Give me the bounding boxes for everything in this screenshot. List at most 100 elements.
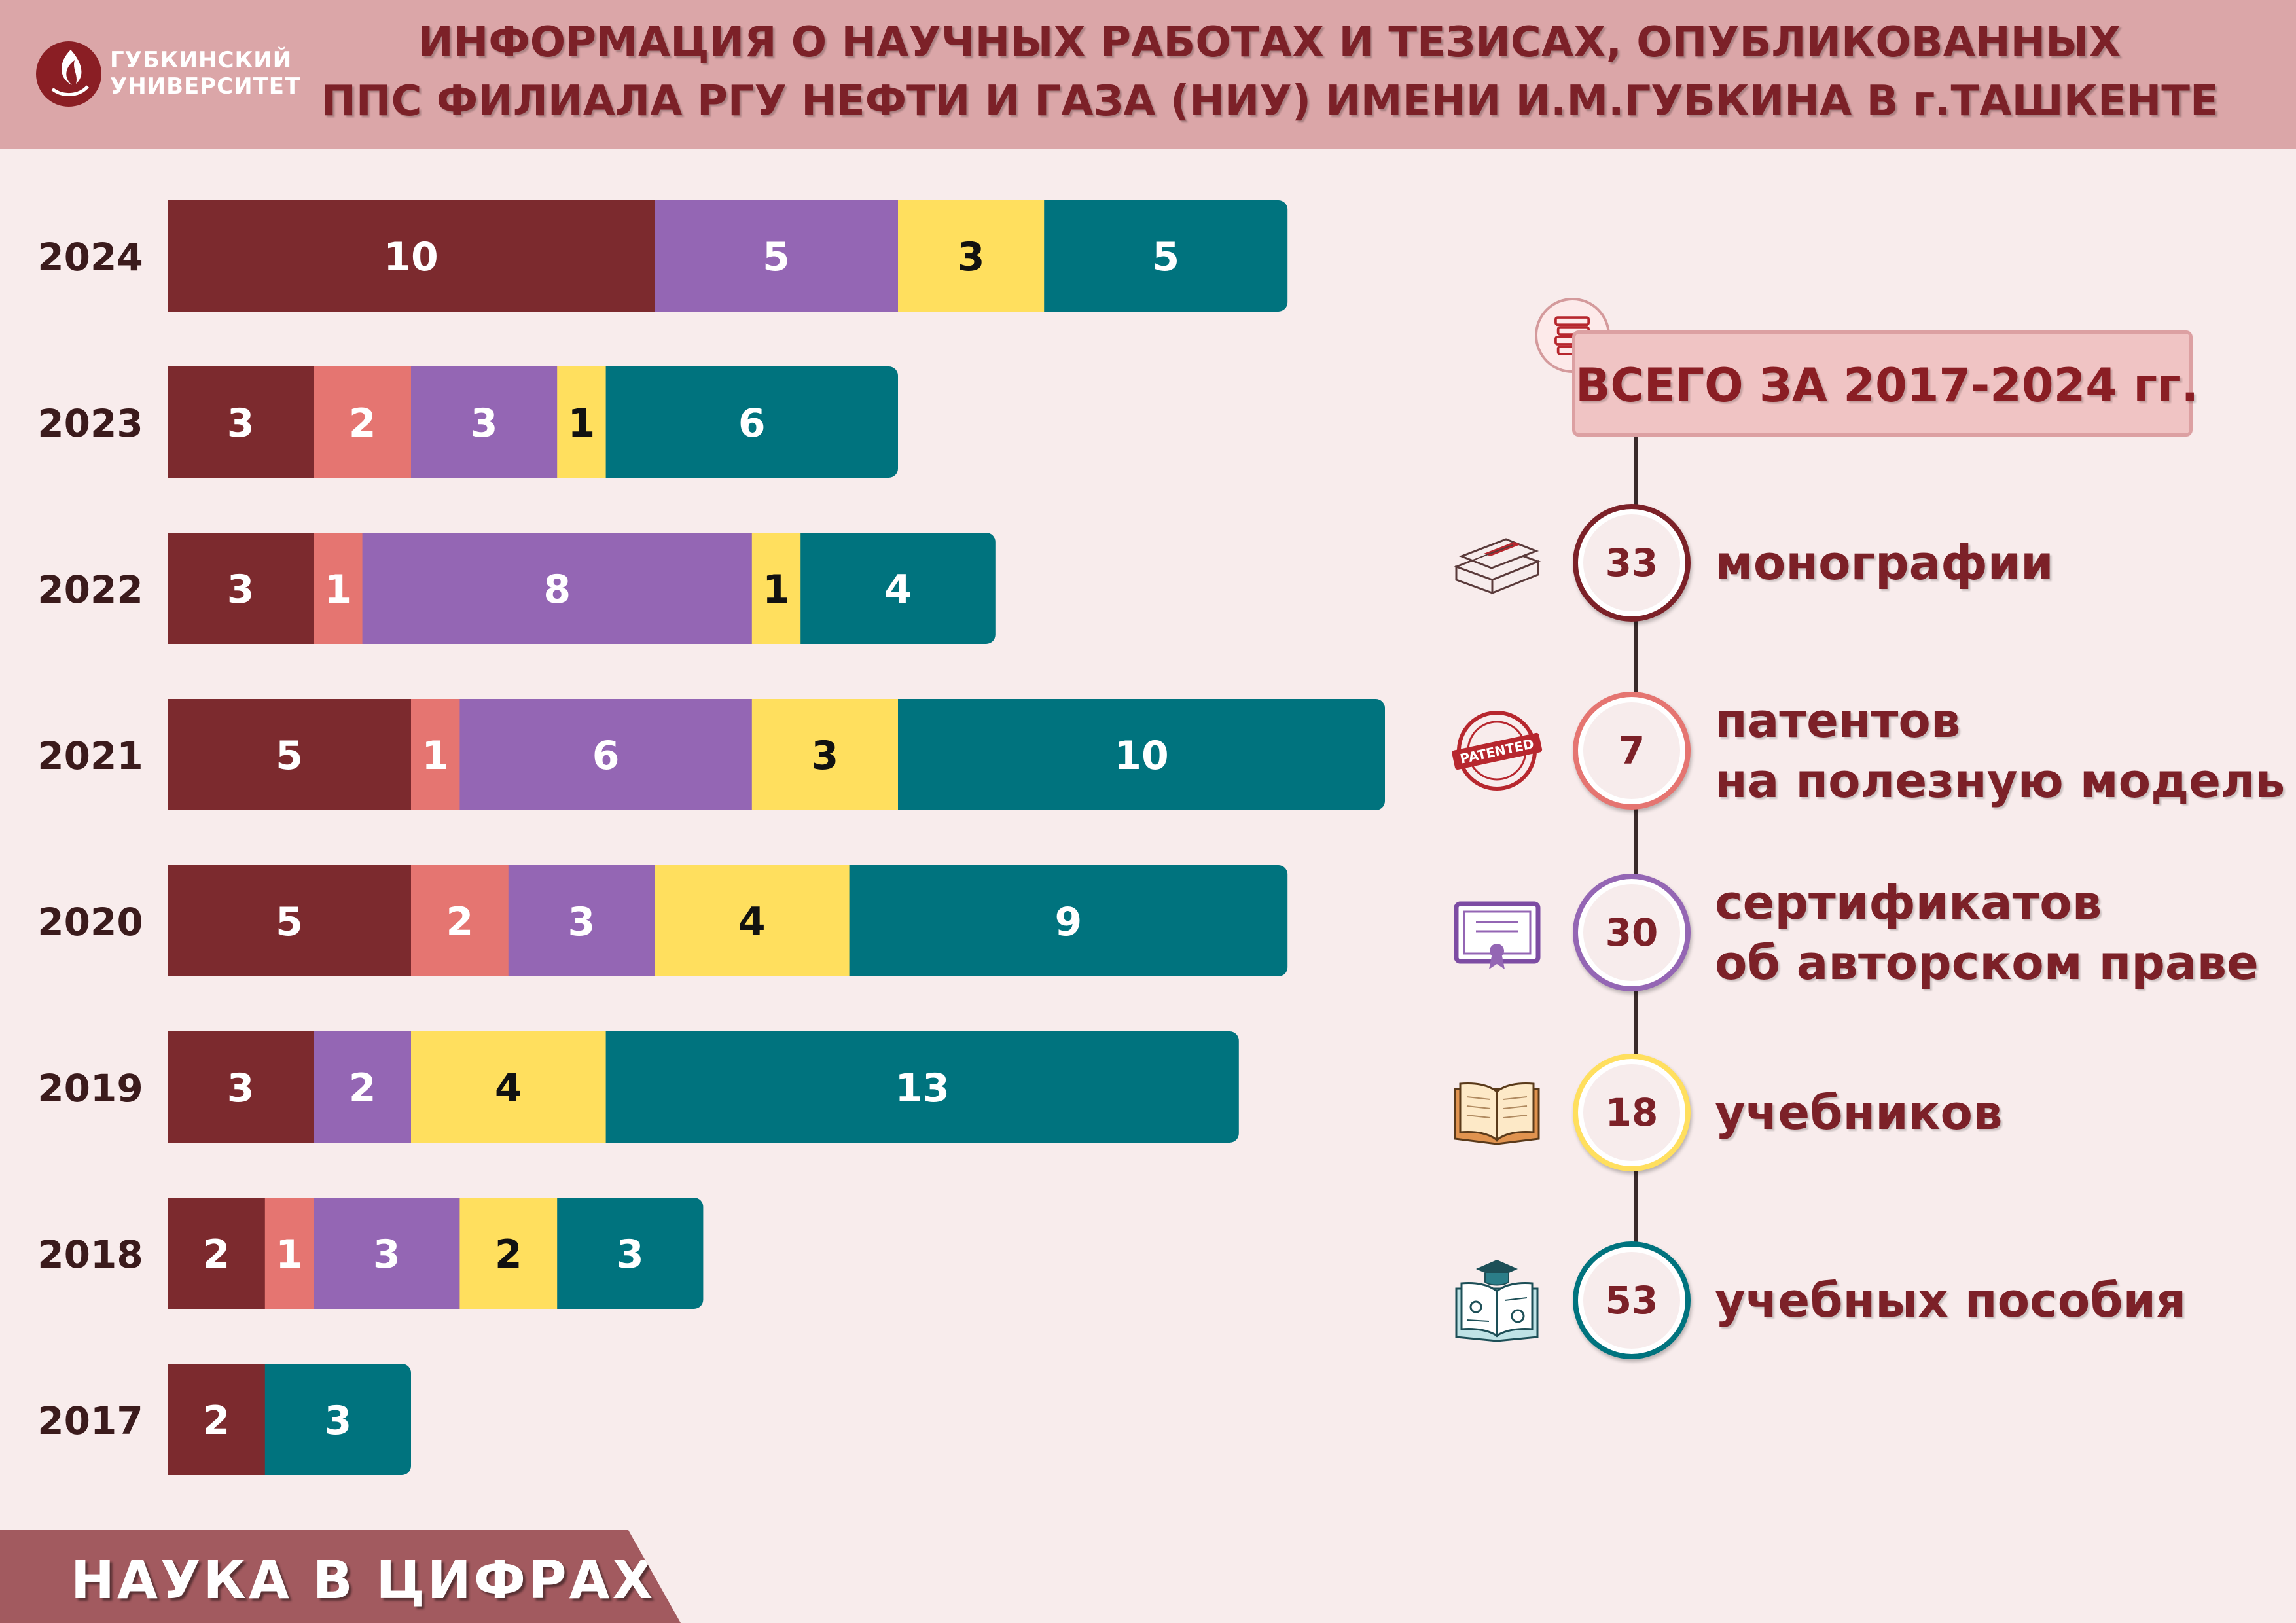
total-label: сертификатов об авторском праве [1715, 872, 2259, 993]
bar-value-label: 5 [276, 899, 303, 945]
bar-row: 2017 2 3 [37, 1364, 411, 1475]
bar-segments [168, 1031, 1239, 1143]
bar-value-label: 1 [276, 1232, 303, 1277]
bar-segment [168, 200, 655, 312]
bar-segment [557, 366, 607, 478]
bar-segment [168, 366, 314, 478]
monograph-icon [1450, 516, 1545, 611]
bar-value-label: 4 [495, 1065, 522, 1111]
page-title-line1: ИНФОРМАЦИЯ О НАУЧНЫХ РАБОТАХ И ТЕЗИСАХ, … [418, 18, 2121, 67]
total-label-line: патентов [1715, 693, 1961, 748]
bar-value-label: 2 [203, 1232, 230, 1277]
footer-banner: НАУКА В ЦИФРАХ [0, 1530, 681, 1623]
bar-segment [314, 1031, 412, 1143]
bar-segment [314, 366, 412, 478]
open-book-icon [1450, 1065, 1545, 1160]
totals-title: ВСЕГО ЗА 2017-2024 гг. [1575, 359, 2199, 412]
bar-segment [1044, 200, 1288, 312]
bar-segment [264, 1364, 411, 1475]
total-label: патентов на полезную модель [1715, 690, 2285, 811]
bar-value-label: 3 [617, 1232, 644, 1277]
bar-segment [168, 1198, 266, 1309]
bar-segment [411, 865, 509, 976]
bar-segment [168, 1364, 266, 1475]
total-label-line: монографии [1715, 535, 2054, 590]
university-logo: ГУБКИНСКИЙ УНИВЕРСИТЕТ [33, 38, 300, 116]
bar-segments [168, 200, 1288, 312]
total-value-circle: 18 [1573, 1054, 1691, 1171]
bar-value-label: 3 [568, 899, 596, 945]
bar-segment [849, 865, 1288, 976]
total-label-line: на полезную модель [1715, 753, 2286, 808]
bar-row: 2023 3 2 3 1 6 [37, 366, 898, 478]
bar-value-label: 5 [762, 234, 790, 280]
bar-value-label: 6 [738, 401, 766, 446]
bar-segment [655, 200, 899, 312]
bar-value-label: 3 [227, 567, 255, 613]
bar-segment [655, 865, 850, 976]
bar-value-label: 8 [543, 567, 571, 613]
totals-header-box: ВСЕГО ЗА 2017-2024 гг. [1572, 330, 2199, 437]
year-label: 2023 [37, 401, 143, 446]
logo-text-line1: ГУБКИНСКИЙ [110, 47, 293, 73]
bar-segment [168, 533, 314, 644]
bar-segment [314, 533, 363, 644]
total-value-circle: 53 [1573, 1241, 1691, 1359]
bar-row: 2024 10 5 3 5 [37, 200, 1288, 312]
bar-value-label: 3 [471, 401, 498, 446]
total-value-circle: 33 [1573, 504, 1691, 622]
bar-value-label: 9 [1055, 899, 1083, 945]
bar-value-label: 6 [592, 733, 620, 779]
year-label: 2020 [37, 900, 143, 944]
total-label: монографии [1715, 533, 2054, 593]
bar-value-label: 2 [203, 1398, 230, 1444]
total-value: 53 [1605, 1278, 1659, 1323]
total-label-line: учебных пособия [1715, 1273, 2187, 1328]
study-guide-icon [1450, 1253, 1545, 1348]
bar-segments [168, 1198, 704, 1309]
bar-value-label: 1 [762, 567, 790, 613]
bar-value-label: 4 [884, 567, 912, 613]
year-label: 2021 [37, 734, 143, 778]
bar-value-label: 3 [958, 234, 985, 280]
bar-segment [314, 1198, 460, 1309]
bar-segment [605, 366, 898, 478]
bar-value-label: 2 [446, 899, 474, 945]
bar-segment [168, 699, 412, 810]
page-title-line2: ППС ФИЛИАЛА РГУ НЕФТИ И ГАЗА (НИУ) ИМЕНИ… [321, 77, 2219, 126]
bar-value-label: 1 [568, 401, 596, 446]
logo-flame-icon [36, 41, 101, 107]
footer-label: НАУКА В ЦИФРАХ [71, 1550, 656, 1611]
certificate-icon [1450, 885, 1545, 980]
total-label-line: учебников [1715, 1085, 2003, 1140]
bar-segment [898, 699, 1385, 810]
bar-segment [605, 1031, 1239, 1143]
year-label: 2022 [37, 567, 143, 612]
bar-segment [459, 1198, 558, 1309]
bar-segment [411, 699, 460, 810]
bar-value-label: 2 [349, 401, 376, 446]
patented-stamp-icon: PATENTED [1450, 704, 1545, 798]
bar-value-label: 5 [276, 733, 303, 779]
bar-row: 2020 5 2 3 4 9 [37, 865, 1288, 976]
bar-row: 2021 5 1 6 3 10 [37, 699, 1385, 810]
bar-segments [168, 533, 996, 644]
bar-segment [264, 1198, 314, 1309]
bar-segment [800, 533, 996, 644]
bar-segments [168, 699, 1385, 810]
bar-value-label: 10 [1114, 733, 1169, 779]
bar-value-label: 3 [227, 401, 255, 446]
bar-value-label: 13 [895, 1065, 950, 1111]
bar-segment [557, 1198, 704, 1309]
bar-segments [168, 865, 1288, 976]
year-label: 2017 [37, 1399, 143, 1443]
year-label: 2024 [37, 235, 143, 279]
total-label: учебников [1715, 1082, 2003, 1143]
bar-value-label: 2 [349, 1065, 376, 1111]
bar-segment [751, 699, 899, 810]
bar-value-label: 1 [422, 733, 449, 779]
total-value: 7 [1618, 728, 1645, 773]
bar-value-label: 2 [495, 1232, 522, 1277]
logo-text-line2: УНИВЕРСИТЕТ [110, 73, 301, 99]
